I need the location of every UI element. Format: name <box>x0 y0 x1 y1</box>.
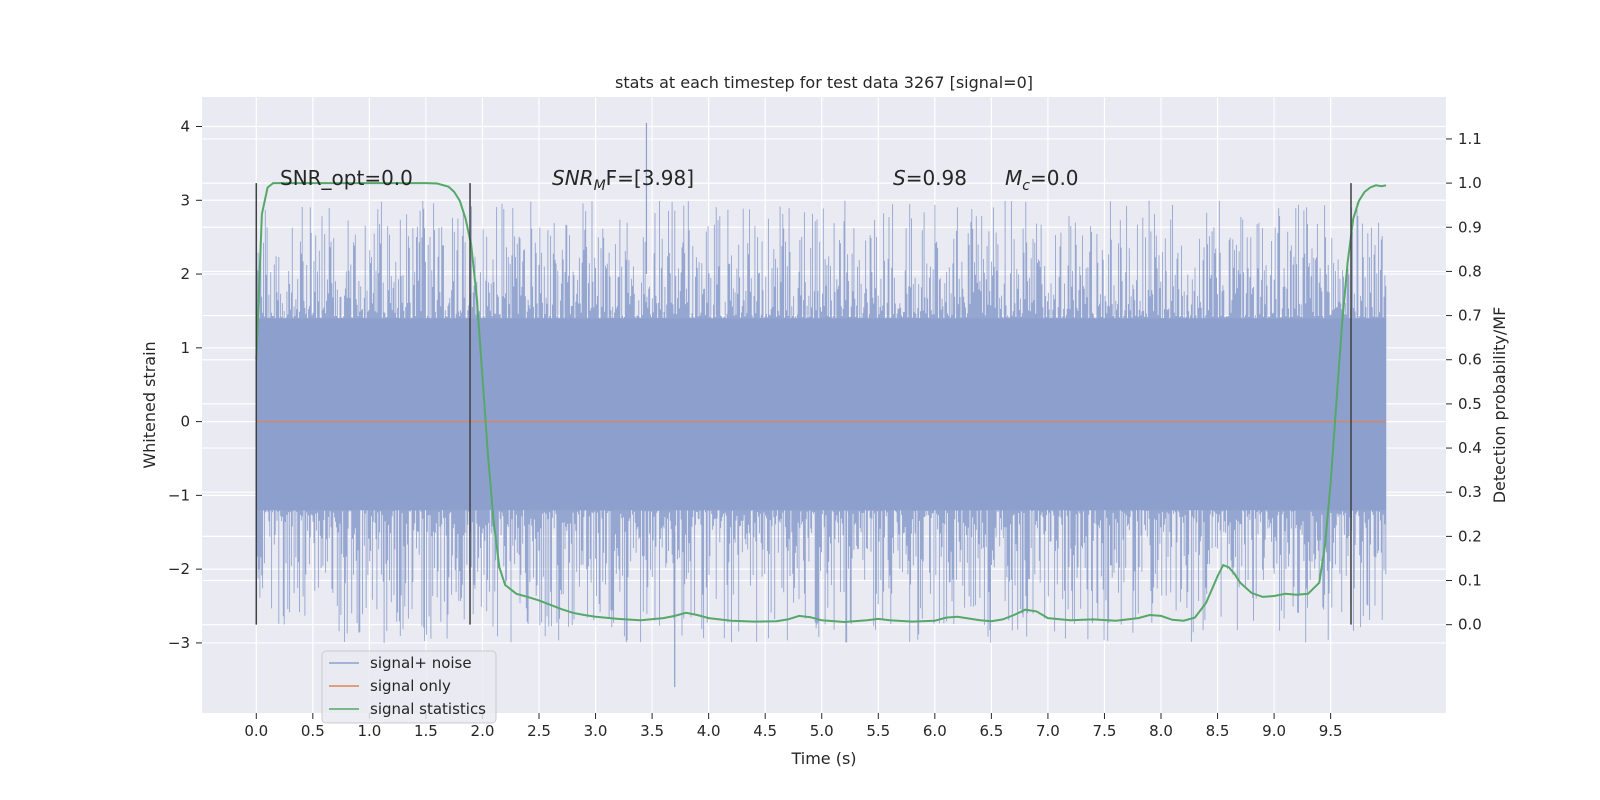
y-right-tick-label: 1.1 <box>1458 130 1482 148</box>
x-tick-label: 4.0 <box>697 722 721 740</box>
x-tick-label: 2.5 <box>527 722 551 740</box>
x-tick-label: 6.0 <box>923 722 947 740</box>
y-right-tick-label: 0.8 <box>1458 262 1482 280</box>
x-tick-label: 2.0 <box>471 722 495 740</box>
x-tick-label: 7.0 <box>1036 722 1060 740</box>
x-tick-label: 5.5 <box>866 722 890 740</box>
chart-title: stats at each timestep for test data 326… <box>615 73 1033 92</box>
statistics-line <box>255 182 1387 624</box>
y-left-axis-ticks: 4 3 2 1 0 −1 −2 −3 <box>168 118 202 652</box>
x-axis-label: Time (s) <box>790 749 856 768</box>
y-right-axis-label: Detection probability/MF <box>1490 307 1509 504</box>
y-right-tick-label: 0.9 <box>1458 218 1482 236</box>
x-tick-label: 4.5 <box>753 722 777 740</box>
x-tick-label: 0.0 <box>244 722 268 740</box>
y-left-tick-label: 1 <box>180 339 190 357</box>
x-tick-label: 3.0 <box>584 722 608 740</box>
y-left-axis-label: Whitened strain <box>140 341 159 468</box>
y-right-tick-label: 0.6 <box>1458 351 1482 369</box>
annotation-mc: Mc=0.0 <box>1005 166 1079 194</box>
y-left-tick-label: 2 <box>180 265 190 283</box>
y-right-tick-label: 0.2 <box>1458 527 1482 545</box>
x-tick-label: 6.5 <box>979 722 1003 740</box>
x-tick-label: 9.5 <box>1319 722 1343 740</box>
y-left-tick-label: −1 <box>168 486 190 504</box>
legend-label-signal-only: signal only <box>370 677 451 695</box>
y-right-tick-label: 0.0 <box>1458 616 1482 634</box>
x-tick-label: 5.0 <box>810 722 834 740</box>
legend: signal+ noise signal only signal statist… <box>321 650 497 724</box>
y-right-tick-label: 0.4 <box>1458 439 1482 457</box>
y-right-tick-label: 0.1 <box>1458 572 1482 590</box>
statistics-series <box>255 182 1387 624</box>
y-left-tick-label: 4 <box>180 118 190 136</box>
x-tick-label: 1.5 <box>414 722 438 740</box>
x-tick-label: 9.0 <box>1262 722 1286 740</box>
y-left-tick-label: 3 <box>180 191 190 209</box>
noise-series <box>255 122 1387 688</box>
x-tick-label: 7.5 <box>1093 722 1117 740</box>
y-left-tick-label: 0 <box>180 413 190 431</box>
x-tick-label: 3.5 <box>640 722 664 740</box>
annotation-snr-opt: SNR_opt=0.0 <box>280 166 413 190</box>
x-axis-ticks: 0.0 0.5 1.0 1.5 2.0 2.5 3.0 3.5 4.0 4.5 5.0 5.5 6.0 6… <box>244 713 1343 740</box>
legend-label-noise: signal+ noise <box>370 654 472 672</box>
legend-box <box>321 650 497 724</box>
y-right-tick-label: 0.5 <box>1458 395 1482 413</box>
y-left-tick-label: −2 <box>168 560 190 578</box>
legend-label-statistics: signal statistics <box>370 700 486 718</box>
y-right-tick-label: 1.0 <box>1458 174 1482 192</box>
y-left-tick-label: −3 <box>168 634 190 652</box>
window-lines <box>255 183 1352 625</box>
y-right-tick-label: 0.3 <box>1458 483 1482 501</box>
x-tick-label: 1.0 <box>357 722 381 740</box>
annotation-s: S=0.98 <box>893 166 967 190</box>
annotation-snr-mf: SNRMF=[3.98] <box>552 166 694 194</box>
x-tick-label: 8.0 <box>1149 722 1173 740</box>
x-tick-label: 0.5 <box>301 722 325 740</box>
y-right-axis-ticks: 1.1 1.0 0.9 0.8 0.7 0.6 0.5 0.4 0.3 0.2 0.1 0.0 <box>1446 130 1482 634</box>
y-right-tick-label: 0.7 <box>1458 307 1482 325</box>
x-tick-label: 8.5 <box>1206 722 1230 740</box>
